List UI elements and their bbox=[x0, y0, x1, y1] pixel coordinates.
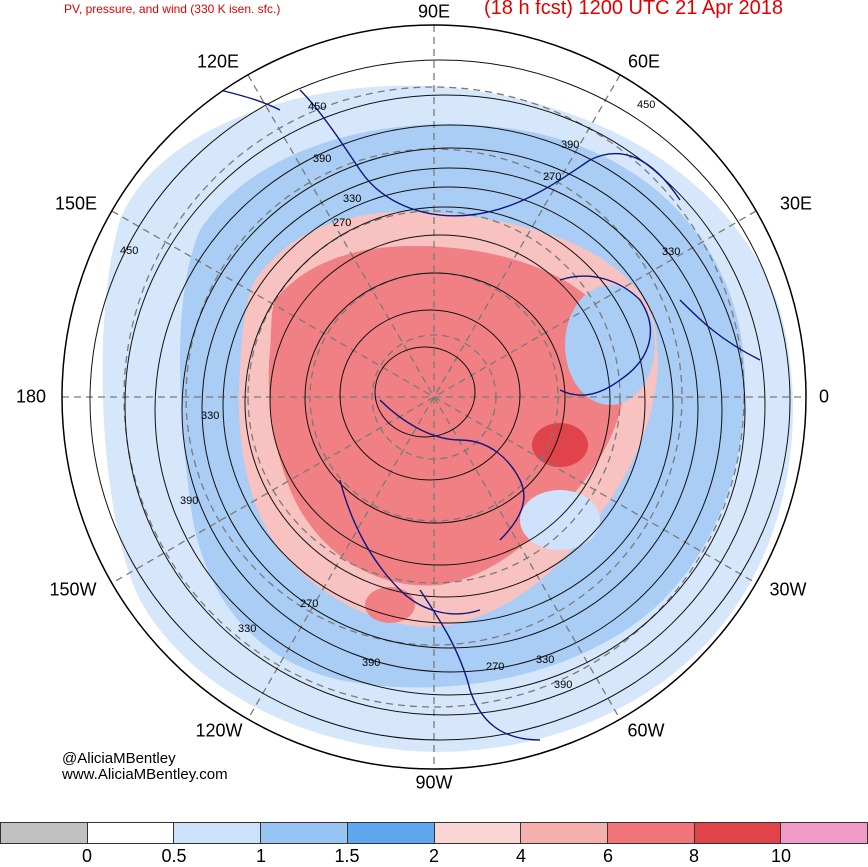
lon-label-0: 0 bbox=[818, 386, 830, 407]
contour-label: 270 bbox=[543, 171, 561, 183]
contour-label: 390 bbox=[180, 495, 198, 507]
colorbar-swatch bbox=[521, 823, 608, 843]
lon-label-30w: 30W bbox=[769, 579, 807, 600]
lon-label-120e: 120E bbox=[196, 51, 240, 72]
contour-label: 330 bbox=[201, 410, 219, 422]
contour-label: 450 bbox=[637, 99, 655, 111]
lon-label-30e: 30E bbox=[779, 193, 813, 214]
contour-labels: 450 390 330 270 390 270 450 330 450 330 … bbox=[120, 99, 680, 691]
lon-label-120w: 120W bbox=[195, 720, 243, 741]
lon-label-60w: 60W bbox=[627, 720, 665, 741]
contour-label: 330 bbox=[536, 654, 554, 666]
contour-label: 390 bbox=[313, 153, 331, 165]
colorbar-swatch bbox=[607, 823, 695, 843]
colorbar-swatch bbox=[1, 823, 88, 843]
lon-label-60e: 60E bbox=[627, 51, 661, 72]
colorbar-swatch bbox=[261, 823, 348, 843]
colorbar-tick: 1.5 bbox=[334, 846, 360, 866]
forecast-valid-time: (18 h fcst) 1200 UTC 21 Apr 2018 bbox=[484, 0, 784, 19]
contour-label: 270 bbox=[486, 661, 504, 673]
coastlines bbox=[219, 89, 761, 741]
credit-handle: @AliciaMBentley bbox=[62, 750, 176, 767]
colorbar-tick: 2 bbox=[428, 846, 440, 866]
colorbar-tick: 4 bbox=[515, 846, 527, 866]
pv-shading-red-arctic bbox=[532, 423, 588, 467]
lon-label-150e: 150E bbox=[54, 193, 98, 214]
contour-label: 330 bbox=[662, 246, 680, 258]
colorbar-tick: 10 bbox=[770, 846, 792, 866]
pv-shading-red-pacific bbox=[365, 587, 415, 623]
lon-label-90w: 90W bbox=[415, 772, 453, 793]
contour-label: 450 bbox=[308, 101, 326, 113]
polar-map: 450 390 330 270 390 270 450 330 450 330 … bbox=[61, 24, 807, 770]
colorbar-swatch bbox=[174, 823, 262, 843]
contour-label: 330 bbox=[343, 193, 361, 205]
colorbar-swatch bbox=[781, 823, 868, 843]
lat-lon-grid bbox=[62, 25, 806, 769]
lon-label-150w: 150W bbox=[49, 579, 97, 600]
contour-label: 390 bbox=[561, 139, 579, 151]
lon-label-180: 180 bbox=[15, 386, 47, 407]
map-border bbox=[61, 24, 807, 770]
contour-label: 270 bbox=[333, 217, 351, 229]
contour-label: 450 bbox=[120, 245, 138, 257]
pv-shading-blue-europe bbox=[565, 285, 655, 405]
colorbar-swatch bbox=[434, 823, 522, 843]
colorbar bbox=[0, 822, 868, 844]
colorbar-tick: 0 bbox=[81, 846, 93, 866]
colorbar-swatch bbox=[347, 823, 435, 843]
credit-website: www.AliciaMBentley.com bbox=[62, 766, 228, 783]
contour-label: 390 bbox=[362, 657, 380, 669]
map-title: PV, pressure, and wind (330 K isen. sfc.… bbox=[64, 2, 281, 16]
pressure-contours bbox=[89, 59, 791, 741]
colorbar-tick: 8 bbox=[688, 846, 700, 866]
pv-shading-blue-atlantic bbox=[520, 490, 600, 550]
colorbar-tick: 0.5 bbox=[161, 846, 187, 866]
colorbar-tick: 6 bbox=[602, 846, 614, 866]
colorbar-swatch bbox=[87, 823, 175, 843]
contour-label: 330 bbox=[238, 623, 256, 635]
lon-label-90e: 90E bbox=[417, 1, 451, 22]
contour-label: 390 bbox=[554, 679, 572, 691]
contour-label: 270 bbox=[300, 598, 318, 610]
colorbar-swatch bbox=[694, 823, 782, 843]
colorbar-tick: 1 bbox=[255, 846, 267, 866]
